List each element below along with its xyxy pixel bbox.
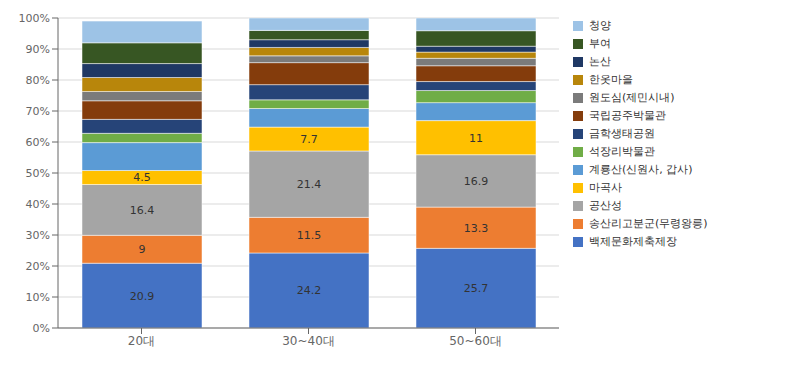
svg-text:20대: 20대 — [128, 334, 155, 348]
svg-text:21.4: 21.4 — [297, 178, 322, 191]
svg-text:20.9: 20.9 — [130, 290, 155, 303]
html-text:석장리박물관: 석장리박물관 — [589, 145, 655, 158]
svg-text:50%: 50% — [26, 167, 50, 180]
html-text:마곡사: 마곡사 — [589, 181, 622, 194]
html-text:한옷마을: 한옷마을 — [589, 73, 633, 86]
svg-text:90%: 90% — [26, 43, 50, 56]
html-text:국립공주박물관: 국립공주박물관 — [589, 109, 666, 122]
svg-text:24.2: 24.2 — [297, 284, 322, 297]
html-text:청양: 청양 — [589, 19, 611, 32]
html-text:송산리고분군(무령왕릉): 송산리고분군(무령왕릉) — [589, 217, 708, 230]
html-text:금학생태공원: 금학생태공원 — [589, 127, 655, 140]
svg-text:20%: 20% — [26, 260, 50, 273]
svg-text:13.3: 13.3 — [464, 222, 489, 235]
html-text:백제문화제축제장: 백제문화제축제장 — [589, 235, 677, 248]
html-text:원도심(제민시내): 원도심(제민시내) — [589, 91, 675, 104]
svg-text:9: 9 — [139, 243, 146, 256]
html-text:계룡산(신원사, 갑사): 계룡산(신원사, 갑사) — [589, 163, 693, 176]
svg-text:16.4: 16.4 — [130, 204, 155, 217]
svg-text:16.9: 16.9 — [464, 175, 489, 188]
svg-text:11: 11 — [469, 132, 483, 145]
svg-text:40%: 40% — [26, 198, 50, 211]
svg-text:11.5: 11.5 — [297, 229, 322, 242]
svg-text:30~40대: 30~40대 — [282, 334, 335, 348]
svg-text:50~60대: 50~60대 — [449, 334, 502, 348]
svg-text:60%: 60% — [26, 136, 50, 149]
svg-text:0%: 0% — [33, 322, 50, 335]
svg-text:100%: 100% — [19, 12, 50, 25]
svg-text:25.7: 25.7 — [464, 282, 489, 295]
svg-text:30%: 30% — [26, 229, 50, 242]
svg-text:80%: 80% — [26, 74, 50, 87]
html-text:공산성: 공산성 — [589, 199, 622, 212]
svg-text:4.5: 4.5 — [133, 171, 151, 184]
html-text:논산: 논산 — [589, 55, 611, 68]
svg-text:7.7: 7.7 — [300, 133, 318, 146]
html-text:부여: 부여 — [589, 37, 611, 50]
svg-text:10%: 10% — [26, 291, 50, 304]
svg-text:70%: 70% — [26, 105, 50, 118]
